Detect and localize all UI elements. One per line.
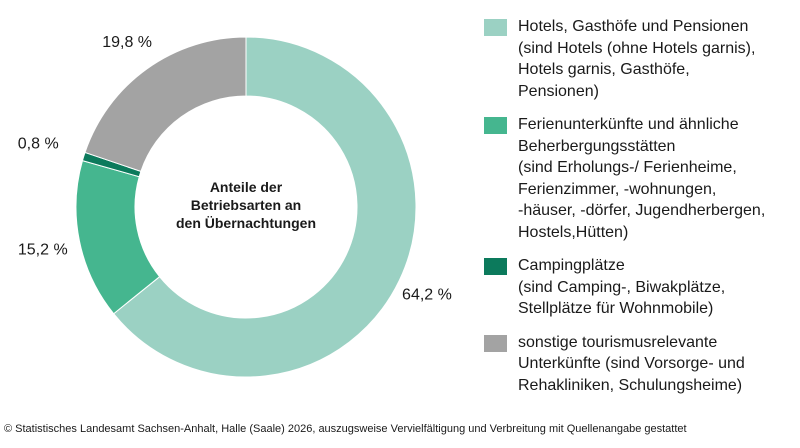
- slice-hotels: [112, 36, 417, 378]
- legend-item-hotels: Hotels, Gasthöfe und Pensionen (sind Hot…: [484, 16, 796, 102]
- legend-swatch-ferienunterkuenfte: [484, 117, 507, 134]
- donut-svg: 64,2 % 15,2 % 0,8 % 19,8 %: [18, 34, 452, 378]
- legend-swatch-camping: [484, 258, 507, 275]
- copyright-footer: © Statistisches Landesamt Sachsen-Anhalt…: [4, 423, 687, 435]
- legend: Hotels, Gasthöfe und Pensionen (sind Hot…: [484, 16, 796, 408]
- legend-swatch-hotels: [484, 19, 507, 36]
- legend-item-camping: Campingplätze (sind Camping-, Biwakplätz…: [484, 255, 796, 320]
- donut-chart: 64,2 % 15,2 % 0,8 % 19,8 % Anteile der Betr…: [18, 34, 452, 378]
- legend-label-ferienunterkuenfte: Ferienunterkünfte und ähnliche Beherberg…: [518, 116, 766, 241]
- legend-label-camping: Campingplätze (sind Camping-, Biwakplätz…: [518, 257, 726, 317]
- data-label-sonstige: 19,8 %: [102, 34, 152, 51]
- legend-label-hotels: Hotels, Gasthöfe und Pensionen (sind Hot…: [518, 18, 756, 100]
- legend-item-sonstige: sonstige tourismusrelevante Unterkünfte …: [484, 332, 796, 397]
- slice-sonstige: [84, 36, 247, 173]
- legend-label-sonstige: sonstige tourismusrelevante Unterkünfte …: [518, 333, 745, 394]
- data-label-ferienunterkuenfte: 15,2 %: [18, 241, 68, 258]
- legend-swatch-sonstige: [484, 334, 507, 352]
- legend-item-ferienunterkuenfte: Ferienunterkünfte und ähnliche Beherberg…: [484, 114, 796, 243]
- data-label-camping: 0,8 %: [18, 135, 59, 152]
- chart-title: Anteile der Betriebsarten an den Übernac…: [175, 179, 316, 231]
- data-label-hotels: 64,2 %: [402, 287, 452, 304]
